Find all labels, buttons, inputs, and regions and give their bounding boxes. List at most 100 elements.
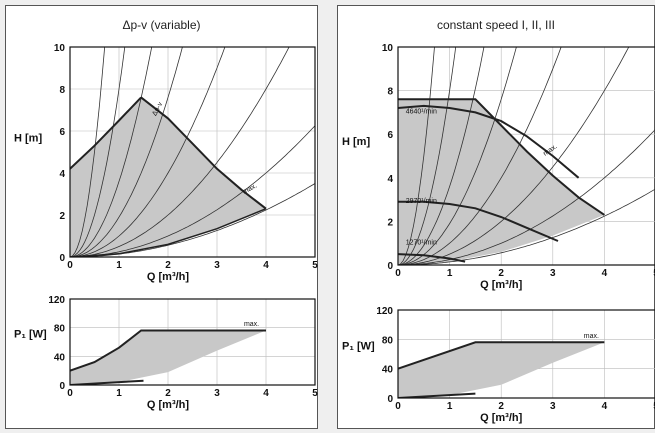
system-curve (70, 47, 153, 257)
x-tick-label: 0 (67, 388, 73, 399)
y-tick-label: 120 (48, 295, 65, 306)
operating-area (70, 330, 266, 385)
series-line (70, 208, 267, 257)
y-tick-label: 4 (59, 169, 65, 180)
curve-label: 2970¹/min (406, 198, 437, 205)
series-line (398, 104, 580, 179)
system-curve (70, 47, 183, 257)
x-axis-label: Q [m³/h] (147, 271, 189, 283)
y-tick-label: 6 (387, 130, 393, 141)
x-tick-label: 2 (165, 260, 171, 271)
plot-frame (397, 309, 655, 399)
chart-2: max. 0 1 2 3 4 5 0 40 80 120 Q [m³/h] P₁ [W] (14, 295, 318, 411)
system-curve (398, 129, 655, 265)
x-tick-label: 5 (653, 401, 655, 412)
system-curve (398, 47, 485, 265)
x-tick-label: 0 (67, 260, 73, 271)
system-curve (398, 47, 457, 265)
x-tick-label: 1 (116, 388, 122, 399)
x-tick-label: 1 (116, 260, 122, 271)
panel-title: Δp-v (variable) (122, 18, 201, 32)
system-curve (70, 125, 315, 257)
y-axis-label: H [m] (14, 133, 42, 145)
series-line (140, 96, 267, 210)
x-tick-label: 1 (447, 401, 453, 412)
curve-label: max. (244, 321, 259, 328)
y-tick-label: 6 (59, 127, 65, 138)
x-tick-label: 4 (602, 268, 608, 279)
system-curve (398, 47, 562, 265)
x-tick-label: 0 (395, 268, 401, 279)
series-line (398, 392, 476, 398)
x-tick-label: 0 (395, 401, 401, 412)
y-axis-label: P₁ [W] (14, 329, 47, 341)
series-line (398, 98, 605, 216)
series-line (70, 96, 142, 170)
y-tick-label: 8 (59, 85, 65, 96)
curve-label: max. (242, 182, 259, 195)
system-curve (70, 47, 290, 257)
x-tick-label: 2 (498, 401, 504, 412)
series-line (70, 379, 144, 385)
y-tick-label: 0 (387, 394, 393, 405)
x-tick-label: 3 (214, 260, 220, 271)
x-tick-label: 1 (447, 268, 453, 279)
operating-area (398, 342, 605, 398)
y-tick-label: 80 (382, 335, 394, 346)
x-tick-label: 2 (165, 388, 171, 399)
curve-label: 1270¹/min (406, 239, 437, 246)
y-tick-label: 2 (387, 217, 393, 228)
chart-3: 4640¹/min2970¹/min1270¹/minmax.012345024… (342, 43, 655, 291)
x-tick-label: 3 (550, 268, 556, 279)
y-tick-label: 8 (387, 87, 393, 98)
system-curve (398, 47, 517, 265)
series-line (70, 329, 266, 372)
x-tick-label: 2 (498, 268, 504, 279)
y-tick-label: 0 (387, 261, 393, 272)
curve-label: max. (542, 143, 558, 157)
x-tick-label: 4 (263, 388, 269, 399)
x-tick-label: 3 (550, 401, 556, 412)
y-tick-label: 0 (59, 381, 65, 392)
system-curve (70, 47, 126, 257)
y-tick-label: 4 (387, 174, 393, 185)
plot-area: max. (70, 299, 315, 385)
plot-area: 4640¹/min 2970¹/min 1270¹/min max. (398, 47, 655, 265)
x-axis-label: Q [m³/h] (480, 279, 522, 291)
y-axis-label: H [m] (342, 136, 370, 148)
y-tick-label: 10 (382, 43, 394, 54)
y-axis-label: P₁ [W] (342, 341, 375, 353)
x-axis-label: Q [m³/h] (480, 412, 522, 424)
y-tick-label: 80 (54, 324, 66, 335)
series-line (398, 200, 559, 242)
curve-label: 4640¹/min (406, 108, 437, 115)
panel-title: constant speed I, II, III (436, 18, 556, 32)
series-line (398, 341, 605, 370)
plot-area: max. (398, 310, 655, 398)
y-tick-label: 120 (376, 306, 393, 317)
y-tick-label: 40 (54, 352, 66, 363)
chart-4: max. 0 1 2 3 4 5 0 40 80 120 Q [m³/h] P₁ [W] (342, 306, 655, 424)
x-tick-label: 5 (312, 388, 318, 399)
plot-frame (69, 298, 316, 386)
plot-frame (397, 46, 655, 266)
series-line (398, 253, 466, 263)
x-tick-label: 4 (602, 401, 608, 412)
x-tick-label: 3 (214, 388, 220, 399)
system-curve (70, 47, 226, 257)
x-tick-label: 5 (653, 268, 655, 279)
system-curve (398, 188, 655, 265)
y-tick-label: 2 (59, 211, 65, 222)
plot-frame (69, 46, 316, 258)
y-tick-label: 40 (382, 365, 394, 376)
operating-area (70, 97, 266, 257)
y-tick-label: 0 (59, 253, 65, 264)
x-tick-label: 5 (312, 260, 318, 271)
x-axis-label: Q [m³/h] (147, 399, 189, 411)
y-tick-label: 10 (54, 43, 66, 54)
curve-label: max. (584, 333, 599, 340)
x-tick-label: 4 (263, 260, 269, 271)
